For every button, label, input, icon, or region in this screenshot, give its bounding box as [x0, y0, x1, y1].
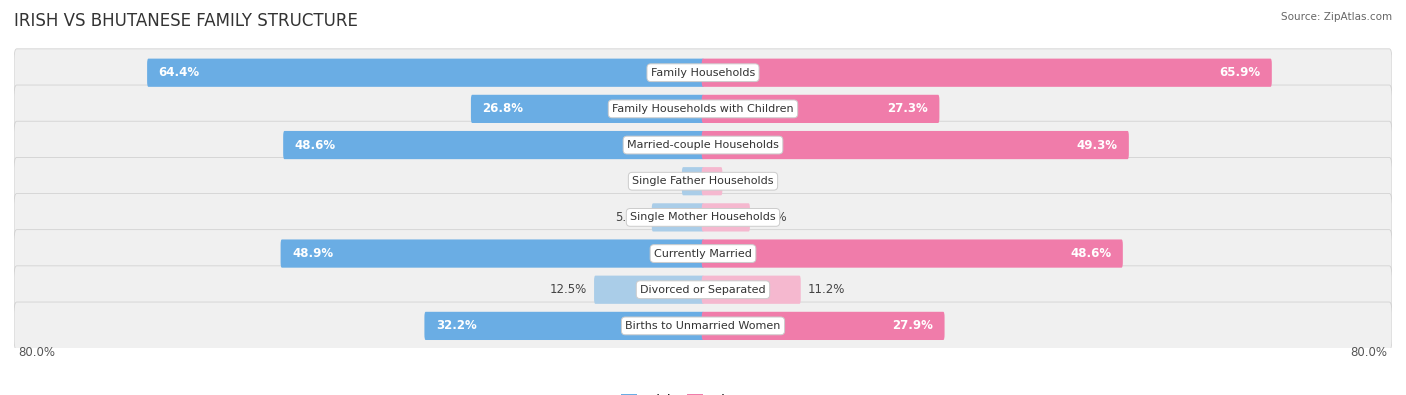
- Text: Single Mother Households: Single Mother Households: [630, 213, 776, 222]
- FancyBboxPatch shape: [14, 266, 1392, 314]
- FancyBboxPatch shape: [14, 121, 1392, 169]
- FancyBboxPatch shape: [702, 239, 1123, 268]
- FancyBboxPatch shape: [281, 239, 704, 268]
- FancyBboxPatch shape: [702, 203, 749, 231]
- Text: 48.9%: 48.9%: [292, 247, 333, 260]
- FancyBboxPatch shape: [702, 276, 801, 304]
- FancyBboxPatch shape: [14, 157, 1392, 205]
- Text: 2.3%: 2.3%: [645, 175, 675, 188]
- Text: 26.8%: 26.8%: [482, 102, 523, 115]
- Text: 49.3%: 49.3%: [1076, 139, 1118, 152]
- FancyBboxPatch shape: [14, 194, 1392, 241]
- Text: Births to Unmarried Women: Births to Unmarried Women: [626, 321, 780, 331]
- Text: Source: ZipAtlas.com: Source: ZipAtlas.com: [1281, 12, 1392, 22]
- FancyBboxPatch shape: [702, 167, 723, 196]
- FancyBboxPatch shape: [702, 131, 1129, 159]
- Text: 48.6%: 48.6%: [295, 139, 336, 152]
- FancyBboxPatch shape: [702, 58, 1272, 87]
- Text: Family Households with Children: Family Households with Children: [612, 104, 794, 114]
- Text: 64.4%: 64.4%: [159, 66, 200, 79]
- FancyBboxPatch shape: [14, 302, 1392, 350]
- FancyBboxPatch shape: [702, 312, 945, 340]
- Text: 65.9%: 65.9%: [1219, 66, 1260, 79]
- FancyBboxPatch shape: [652, 203, 704, 231]
- FancyBboxPatch shape: [148, 58, 704, 87]
- Legend: Irish, Bhutanese: Irish, Bhutanese: [621, 394, 785, 395]
- Text: 5.3%: 5.3%: [758, 211, 787, 224]
- FancyBboxPatch shape: [702, 95, 939, 123]
- Text: Family Households: Family Households: [651, 68, 755, 78]
- Text: 80.0%: 80.0%: [1351, 346, 1388, 359]
- FancyBboxPatch shape: [14, 229, 1392, 277]
- FancyBboxPatch shape: [425, 312, 704, 340]
- FancyBboxPatch shape: [14, 49, 1392, 97]
- Text: 2.1%: 2.1%: [730, 175, 759, 188]
- Text: 5.8%: 5.8%: [614, 211, 644, 224]
- Text: 48.6%: 48.6%: [1070, 247, 1111, 260]
- FancyBboxPatch shape: [682, 167, 704, 196]
- Text: 80.0%: 80.0%: [18, 346, 55, 359]
- Text: IRISH VS BHUTANESE FAMILY STRUCTURE: IRISH VS BHUTANESE FAMILY STRUCTURE: [14, 12, 359, 30]
- Text: 11.2%: 11.2%: [808, 283, 845, 296]
- Text: 12.5%: 12.5%: [550, 283, 586, 296]
- FancyBboxPatch shape: [471, 95, 704, 123]
- Text: 27.9%: 27.9%: [891, 320, 934, 333]
- Text: 27.3%: 27.3%: [887, 102, 928, 115]
- FancyBboxPatch shape: [283, 131, 704, 159]
- FancyBboxPatch shape: [595, 276, 704, 304]
- Text: Single Father Households: Single Father Households: [633, 176, 773, 186]
- Text: Currently Married: Currently Married: [654, 248, 752, 259]
- FancyBboxPatch shape: [14, 85, 1392, 133]
- Text: 32.2%: 32.2%: [436, 320, 477, 333]
- Text: Divorced or Separated: Divorced or Separated: [640, 285, 766, 295]
- Text: Married-couple Households: Married-couple Households: [627, 140, 779, 150]
